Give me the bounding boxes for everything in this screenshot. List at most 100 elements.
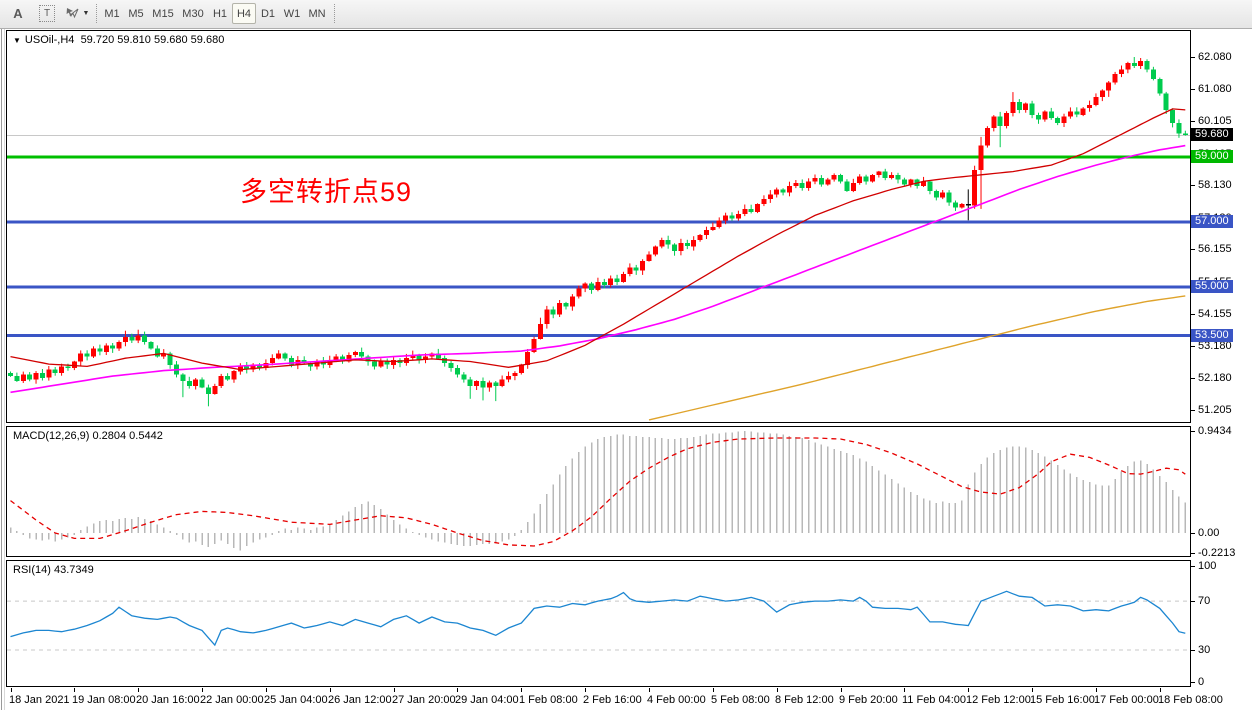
time-tick-label: 29 Jan 04:00 bbox=[455, 694, 519, 706]
timeframe-button-W1[interactable]: W1 bbox=[283, 7, 301, 20]
price-tick bbox=[1191, 314, 1195, 315]
time-tick bbox=[968, 688, 969, 692]
rsi-label: RSI(14) 43.7349 bbox=[13, 564, 94, 576]
time-tick bbox=[1160, 688, 1161, 692]
timeframe-button-M5[interactable]: M5 bbox=[128, 7, 144, 20]
time-tick bbox=[1096, 688, 1097, 692]
price-tick bbox=[1191, 249, 1195, 250]
time-tick bbox=[841, 688, 842, 692]
timeframe-button-H4[interactable]: H4 bbox=[232, 3, 256, 24]
price-tick-label: 51.205 bbox=[1198, 404, 1232, 416]
time-tick bbox=[330, 688, 331, 692]
price-tick bbox=[1191, 185, 1195, 186]
main-chart-plot[interactable] bbox=[7, 31, 1190, 422]
time-tick-label: 5 Feb 08:00 bbox=[711, 694, 770, 706]
timeframe-button-M1[interactable]: M1 bbox=[104, 7, 120, 20]
price-tick bbox=[1191, 121, 1195, 122]
price-badge: 59.000 bbox=[1191, 150, 1233, 163]
time-tick bbox=[74, 688, 75, 692]
time-tick-label: 11 Feb 04:00 bbox=[902, 694, 967, 706]
time-tick bbox=[457, 688, 458, 692]
time-tick-label: 1 Feb 08:00 bbox=[519, 694, 578, 706]
rsi-tick bbox=[1191, 650, 1195, 651]
price-badge: 55.000 bbox=[1191, 280, 1233, 293]
time-tick bbox=[713, 688, 714, 692]
rsi-panel: RSI(14) 43.7349 bbox=[6, 560, 1191, 687]
arrows-tool-button[interactable]: ▼ bbox=[62, 3, 92, 24]
toolbar-grip bbox=[96, 4, 100, 23]
rsi-plot[interactable] bbox=[7, 561, 1190, 686]
time-tick bbox=[202, 688, 203, 692]
price-badge: 59.680 bbox=[1191, 128, 1233, 141]
time-tick-label: 22 Jan 00:00 bbox=[200, 694, 264, 706]
price-tick-label: 62.080 bbox=[1198, 51, 1232, 63]
rsi-tick bbox=[1191, 682, 1195, 683]
arrows-dropdown-caret: ▼ bbox=[82, 10, 90, 17]
time-tick bbox=[521, 688, 522, 692]
chart-title: ▼ USOil-,H4 59.720 59.810 59.680 59.680 bbox=[13, 34, 224, 46]
price-tick-label: 60.105 bbox=[1198, 115, 1232, 127]
time-tick-label: 8 Feb 12:00 bbox=[775, 694, 834, 706]
price-tick-label: 54.155 bbox=[1198, 308, 1232, 320]
macd-tick-label: 0.9434 bbox=[1198, 425, 1232, 437]
window-left-edge bbox=[1, 29, 2, 710]
time-tick bbox=[904, 688, 905, 692]
timeframe-button-H1[interactable]: H1 bbox=[212, 7, 228, 20]
price-tick-label: 61.080 bbox=[1198, 83, 1232, 95]
text-tool-icon: T bbox=[39, 5, 55, 22]
price-badge: 53.500 bbox=[1191, 329, 1233, 342]
timeframe-button-MN[interactable]: MN bbox=[308, 7, 326, 20]
rsi-tick bbox=[1191, 566, 1195, 567]
price-tick-label: 56.155 bbox=[1198, 243, 1232, 255]
time-tick bbox=[1032, 688, 1033, 692]
text-tool-button[interactable]: T bbox=[36, 3, 58, 24]
macd-plot[interactable] bbox=[7, 427, 1190, 556]
window-left-edge-inner bbox=[4, 29, 5, 710]
time-tick-label: 15 Feb 16:00 bbox=[1030, 694, 1095, 706]
time-tick-label: 20 Jan 16:00 bbox=[136, 694, 200, 706]
timeframe-button-D1[interactable]: D1 bbox=[260, 7, 276, 20]
time-tick bbox=[266, 688, 267, 692]
time-tick-label: 18 Feb 08:00 bbox=[1158, 694, 1223, 706]
price-tick-label: 52.180 bbox=[1198, 372, 1232, 384]
time-tick-label: 18 Jan 2021 bbox=[9, 694, 70, 706]
time-tick-label: 2 Feb 16:00 bbox=[583, 694, 642, 706]
chart-annotation: 多空转折点59 bbox=[240, 177, 413, 207]
price-tick bbox=[1191, 346, 1195, 347]
rsi-tick-label: 0 bbox=[1198, 676, 1205, 688]
timeframe-button-M30[interactable]: M30 bbox=[182, 7, 204, 20]
chart-ohlc-values: 59.720 59.810 59.680 59.680 bbox=[80, 34, 225, 46]
macd-panel: MACD(12,26,9) 0.2804 0.5442 bbox=[6, 426, 1191, 557]
rsi-tick bbox=[1191, 601, 1195, 602]
main-chart-panel: ▼ USOil-,H4 59.720 59.810 59.680 59.680 bbox=[6, 30, 1191, 423]
time-tick bbox=[138, 688, 139, 692]
time-tick-label: 26 Jan 12:00 bbox=[328, 694, 392, 706]
time-tick-label: 12 Feb 12:00 bbox=[966, 694, 1031, 706]
macd-tick-label: 0.00 bbox=[1198, 527, 1220, 539]
chart-symbol-title: USOil-,H4 bbox=[24, 34, 75, 46]
macd-tick bbox=[1191, 553, 1195, 554]
time-tick-label: 27 Jan 20:00 bbox=[392, 694, 456, 706]
time-tick bbox=[585, 688, 586, 692]
annotations-tool-button[interactable]: A bbox=[6, 3, 30, 24]
rsi-tick-label: 70 bbox=[1198, 595, 1211, 607]
price-tick bbox=[1191, 378, 1195, 379]
price-tick bbox=[1191, 410, 1195, 411]
time-tick bbox=[777, 688, 778, 692]
rsi-tick-label: 100 bbox=[1198, 560, 1217, 572]
time-tick bbox=[11, 688, 12, 692]
time-tick bbox=[394, 688, 395, 692]
price-badge: 57.000 bbox=[1191, 215, 1233, 228]
macd-tick-label: -0.2213 bbox=[1198, 547, 1236, 559]
price-tick-label: 53.180 bbox=[1198, 340, 1232, 352]
arrows-tool-icon bbox=[65, 5, 80, 23]
toolbar-grip-2 bbox=[334, 4, 338, 23]
time-tick-label: 17 Feb 00:00 bbox=[1094, 694, 1159, 706]
time-tick bbox=[649, 688, 650, 692]
price-tick-label: 58.130 bbox=[1198, 179, 1232, 191]
macd-tick bbox=[1191, 431, 1195, 432]
timeframe-button-M15[interactable]: M15 bbox=[152, 7, 174, 20]
macd-label: MACD(12,26,9) 0.2804 0.5442 bbox=[13, 430, 163, 442]
symbol-dropdown-icon[interactable]: ▼ bbox=[13, 36, 21, 45]
